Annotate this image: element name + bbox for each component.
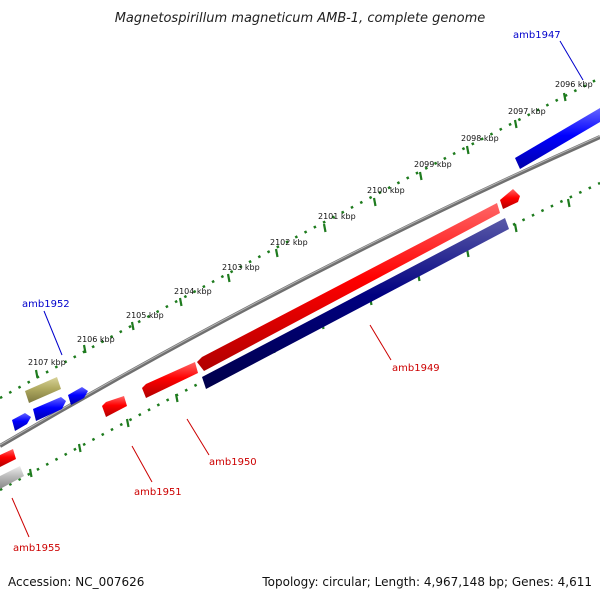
outer-major-tick-1 bbox=[562, 92, 567, 102]
outer-major-tick-9 bbox=[178, 297, 183, 307]
outer-major-tick-6 bbox=[322, 223, 327, 233]
scale-label: 2098 kbp bbox=[461, 134, 499, 143]
leader-amb1955 bbox=[11, 497, 30, 538]
genome-backbone bbox=[0, 135, 600, 448]
scale-label: 2096 kbp bbox=[555, 80, 593, 89]
inner-major-tick-12 bbox=[28, 468, 33, 478]
reverse-strand-genes bbox=[0, 189, 520, 489]
gene-amb1949[interactable] bbox=[197, 203, 500, 371]
genome-summary-text: Topology: circular; Length: 4,967,148 bp… bbox=[261, 575, 592, 589]
gene-amb1952[interactable] bbox=[33, 397, 66, 421]
outer-major-tick-2 bbox=[513, 119, 518, 129]
leader-amb1949 bbox=[369, 324, 392, 361]
gene-gray[interactable] bbox=[0, 466, 24, 489]
scale-label: 2104 kbp bbox=[174, 287, 212, 296]
gene-label-amb1949[interactable]: amb1949 bbox=[392, 363, 440, 374]
outer-major-tick-12 bbox=[34, 369, 39, 379]
outer-major-ticks bbox=[34, 92, 567, 379]
map-title: Magnetospirillum magneticum AMB-1, compl… bbox=[115, 11, 486, 26]
gene-amb1949-companion[interactable] bbox=[202, 218, 509, 389]
inner-scale-track bbox=[0, 181, 600, 492]
gene-label-amb1951[interactable]: amb1951 bbox=[134, 487, 182, 498]
genome-backbone-highlight bbox=[0, 135, 600, 446]
gene-label-amb1947[interactable]: amb1947 bbox=[513, 30, 561, 41]
accession-text: Accession: NC_007626 bbox=[8, 575, 144, 589]
inner-major-tick-1 bbox=[566, 198, 571, 208]
gene-forward-small-1[interactable] bbox=[12, 413, 31, 431]
outer-major-tick-7 bbox=[274, 248, 279, 258]
outer-major-tick-8 bbox=[226, 273, 231, 283]
gene-amb1951[interactable] bbox=[102, 396, 127, 417]
inner-major-tick-11 bbox=[77, 443, 82, 453]
scale-label: 2106 kbp bbox=[77, 335, 115, 344]
scale-label: 2103 kbp bbox=[222, 263, 260, 272]
forward-strand-genes bbox=[12, 108, 600, 431]
gene-amb1950[interactable] bbox=[142, 362, 198, 398]
gene-right-small[interactable] bbox=[500, 189, 520, 209]
gene-amb1955[interactable] bbox=[0, 449, 16, 467]
outer-major-tick-11 bbox=[82, 344, 87, 354]
leader-amb1947 bbox=[559, 40, 584, 81]
scale-label: 2099 kbp bbox=[414, 160, 452, 169]
gene-labels: amb1947 amb1949 amb1950 amb1951 amb1952 amb19… bbox=[13, 30, 561, 554]
leader-amb1952 bbox=[43, 310, 63, 356]
label-leaders bbox=[11, 40, 584, 538]
outer-major-tick-4 bbox=[418, 171, 423, 181]
scale-label: 2101 kbp bbox=[318, 212, 356, 221]
inner-major-tick-10 bbox=[125, 418, 130, 428]
scale-label: 2102 kbp bbox=[270, 238, 308, 247]
outer-major-tick-10 bbox=[130, 321, 135, 331]
gene-olive[interactable] bbox=[25, 377, 61, 403]
gene-label-amb1955[interactable]: amb1955 bbox=[13, 543, 61, 554]
scale-label: 2100 kbp bbox=[367, 186, 405, 195]
outer-major-tick-3 bbox=[465, 145, 470, 155]
inner-major-tick-9 bbox=[174, 393, 179, 403]
gene-forward-small-2[interactable] bbox=[68, 387, 88, 405]
gene-label-amb1950[interactable]: amb1950 bbox=[209, 457, 257, 468]
scale-label: 2097 kbp bbox=[508, 107, 546, 116]
outer-major-tick-5 bbox=[372, 197, 377, 207]
inner-major-tick-2 bbox=[513, 223, 518, 233]
scale-labels: 2096 kbp 2097 kbp 2098 kbp 2099 kbp 2100 kbp… bbox=[28, 80, 593, 367]
leader-amb1950 bbox=[186, 418, 210, 456]
scale-label: 2105 kbp bbox=[126, 311, 164, 320]
leader-amb1951 bbox=[131, 445, 153, 483]
gene-amb1947[interactable] bbox=[515, 108, 600, 169]
scale-label: 2107 kbp bbox=[28, 358, 66, 367]
gene-label-amb1952[interactable]: amb1952 bbox=[22, 299, 70, 310]
